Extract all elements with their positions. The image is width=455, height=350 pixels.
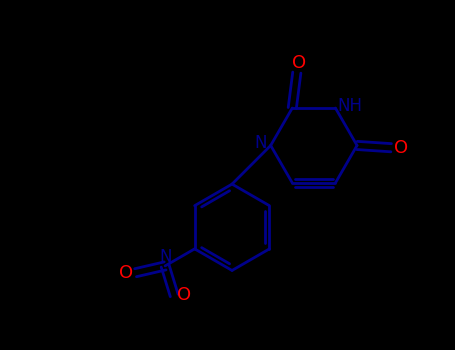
Text: O: O bbox=[118, 264, 133, 282]
Text: O: O bbox=[292, 54, 306, 72]
Text: O: O bbox=[177, 286, 191, 304]
Text: N: N bbox=[254, 134, 267, 152]
Text: NH: NH bbox=[338, 97, 363, 115]
Text: O: O bbox=[394, 139, 408, 157]
Text: N: N bbox=[159, 248, 172, 266]
